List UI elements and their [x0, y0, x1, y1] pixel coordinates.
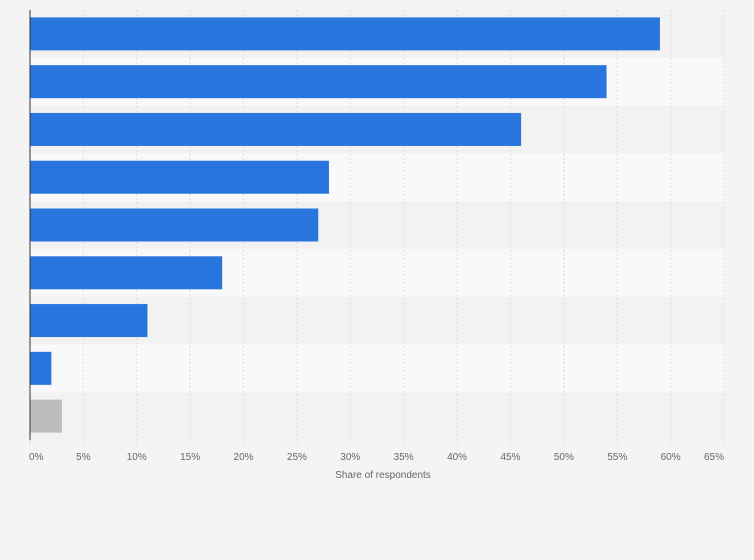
x-tick-label: 35%: [394, 452, 414, 463]
bar: [30, 112, 522, 146]
x-tick-label: 65%: [704, 452, 724, 463]
bar: [30, 304, 148, 338]
x-tick-label: 20%: [234, 452, 254, 463]
bar: [30, 351, 52, 385]
bar: [30, 399, 63, 433]
bar: [30, 65, 607, 99]
x-tick-label: 45%: [500, 452, 520, 463]
bar: [30, 256, 223, 290]
x-tick-label: 25%: [287, 452, 307, 463]
x-tick-label: 55%: [607, 452, 627, 463]
row-band: [30, 344, 724, 393]
bar: [30, 17, 660, 51]
x-tick-label: 10%: [127, 452, 147, 463]
x-tick-label: 30%: [340, 452, 360, 463]
x-tick-label: 5%: [76, 452, 91, 463]
row-band: [30, 392, 724, 440]
x-tick-label: 0%: [29, 452, 44, 463]
x-tick-label: 40%: [447, 452, 467, 463]
bar: [30, 160, 329, 194]
x-tick-label: 60%: [661, 452, 681, 463]
x-tick-label: 50%: [554, 452, 574, 463]
x-axis-title: Share of respondents: [335, 470, 431, 481]
bar: [30, 208, 319, 242]
x-tick-label: 15%: [180, 452, 200, 463]
